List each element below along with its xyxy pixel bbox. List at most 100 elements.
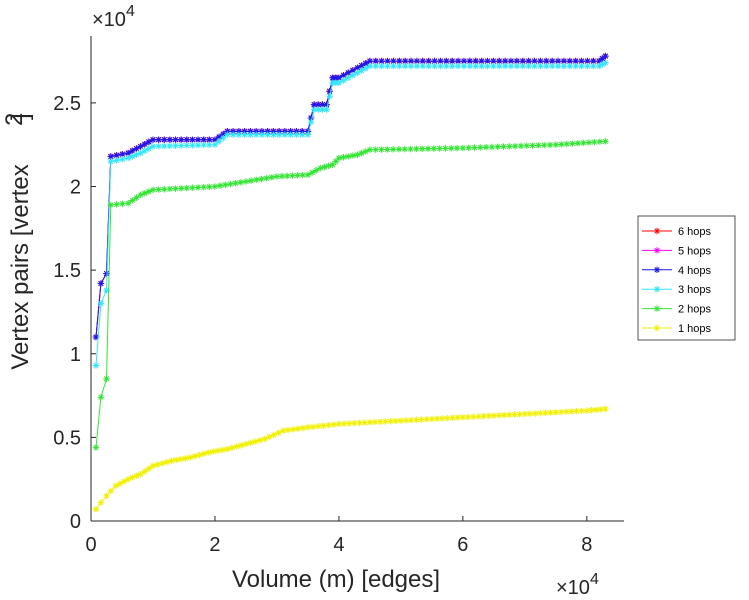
data-point-marker [145, 188, 153, 195]
data-point-marker [517, 142, 525, 150]
data-point-marker [362, 65, 369, 72]
data-point-marker [155, 143, 162, 150]
data-point-marker [241, 131, 248, 138]
data-point-marker [437, 62, 444, 70]
data-point-marker [418, 145, 426, 152]
series-line [95, 55, 606, 338]
data-point-marker [469, 413, 477, 420]
data-point-marker [103, 287, 110, 294]
data-point-marker [189, 136, 196, 143]
data-point-marker [183, 136, 190, 143]
data-point-marker [310, 106, 318, 113]
data-point-marker [154, 461, 161, 468]
data-point-marker [436, 145, 443, 152]
data-point-marker [103, 375, 110, 383]
data-point-marker [378, 57, 385, 65]
data-point-marker [428, 415, 436, 423]
data-point-marker [227, 180, 234, 188]
data-point-marker [516, 411, 523, 418]
data-point-marker [500, 143, 507, 150]
data-point-marker [424, 145, 432, 152]
data-point-marker [568, 408, 575, 415]
data-point-marker [155, 186, 162, 193]
data-point-marker [513, 62, 521, 70]
data-point-marker [580, 139, 587, 147]
legend-swatch-marker [653, 266, 661, 273]
data-point-marker [310, 101, 318, 108]
data-point-marker [542, 409, 549, 417]
data-point-marker [496, 62, 503, 70]
data-point-marker [444, 414, 451, 422]
data-point-marker [407, 145, 414, 153]
data-point-marker [525, 62, 532, 70]
data-point-marker [315, 101, 322, 108]
data-point-marker [287, 128, 294, 135]
data-point-marker [107, 153, 115, 160]
data-point-marker [137, 143, 144, 150]
data-point-marker [548, 62, 556, 70]
data-point-marker [526, 410, 534, 417]
data-point-marker [166, 136, 174, 143]
data-point-marker [205, 449, 212, 456]
y-tick-label: 0 [70, 511, 81, 533]
data-point-marker [196, 451, 203, 459]
data-point-marker [308, 169, 316, 176]
data-point-marker [215, 138, 223, 145]
data-point-marker [602, 59, 609, 66]
data-point-marker [224, 445, 231, 453]
data-point-marker [149, 186, 157, 194]
data-point-marker [235, 128, 243, 135]
data-point-marker [531, 410, 539, 417]
data-point-marker [572, 62, 579, 70]
data-point-marker [554, 62, 562, 70]
data-point-marker [418, 416, 425, 423]
data-point-marker [599, 55, 606, 62]
data-point-marker [159, 460, 166, 467]
data-point-marker [366, 57, 374, 65]
y-exponent-label: ×104 [92, 3, 135, 31]
data-point-marker [172, 185, 179, 192]
data-point-marker [413, 57, 421, 65]
data-point-marker [294, 172, 301, 179]
data-point-marker [378, 62, 385, 70]
data-point-marker [326, 87, 333, 95]
data-point-marker [480, 412, 487, 420]
x-tick-label: 2 [209, 534, 220, 556]
data-point-marker [449, 414, 456, 422]
data-point-marker [133, 145, 140, 152]
data-point-marker [97, 499, 105, 506]
data-point-marker [590, 57, 597, 65]
data-point-marker [168, 457, 175, 464]
data-point-marker [335, 74, 343, 82]
data-point-marker [354, 69, 361, 76]
series-1-hops [92, 405, 609, 513]
data-point-marker [275, 131, 283, 138]
data-point-marker [484, 57, 491, 65]
data-point-marker [548, 57, 556, 65]
data-point-marker [543, 57, 550, 65]
data-point-marker [116, 480, 124, 487]
data-point-marker [304, 131, 312, 138]
data-point-marker [529, 142, 536, 149]
data-point-marker [384, 146, 391, 153]
data-point-marker [298, 131, 306, 138]
data-point-marker [366, 146, 374, 153]
data-point-marker [92, 333, 100, 341]
data-point-marker [107, 201, 115, 209]
data-point-marker [501, 62, 509, 70]
data-point-marker [596, 57, 603, 65]
y-tick-label: 0.5 [53, 427, 81, 449]
data-point-marker [119, 200, 126, 207]
data-point-marker [107, 487, 115, 495]
y-axis-label-close: ] [7, 113, 34, 120]
data-point-marker [349, 72, 357, 79]
data-point-marker [320, 422, 327, 429]
data-point-marker [224, 131, 231, 138]
data-point-marker [401, 62, 409, 70]
data-point-marker [482, 144, 490, 151]
data-point-marker [163, 458, 171, 466]
series-line [95, 140, 606, 448]
data-point-marker [289, 172, 296, 179]
x-tick-label: 8 [581, 534, 592, 556]
data-point-marker [112, 482, 119, 490]
